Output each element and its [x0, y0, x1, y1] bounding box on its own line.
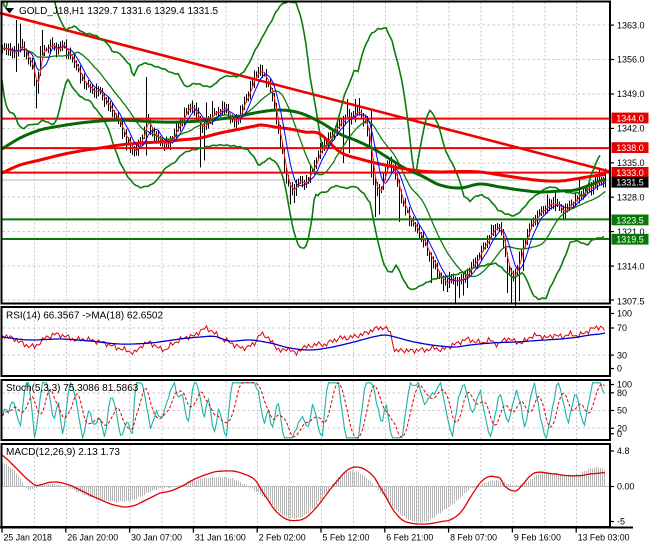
svg-text:8 Feb 07:00: 8 Feb 07:00: [450, 533, 497, 543]
svg-text:GOLD_J18,H1 1329.7 1331.6 132: GOLD_J18,H1 1329.7 1331.6 1329.4 1331.5: [19, 6, 218, 17]
svg-text:70: 70: [617, 323, 627, 333]
svg-text:4.8: 4.8: [617, 446, 630, 456]
svg-text:1323.5: 1323.5: [616, 215, 644, 225]
svg-text:1307.5: 1307.5: [617, 297, 645, 307]
svg-text:30 Jan 07:00: 30 Jan 07:00: [131, 533, 182, 543]
svg-text:-5: -5: [617, 517, 625, 527]
svg-text:1333.0: 1333.0: [616, 168, 644, 178]
svg-text:1331.5: 1331.5: [616, 178, 644, 188]
svg-text:26 Jan 20:00: 26 Jan 20:00: [67, 533, 118, 543]
svg-text:1356.0: 1356.0: [617, 55, 645, 65]
svg-text:1328.0: 1328.0: [617, 192, 645, 202]
svg-text:9 Feb 16:00: 9 Feb 16:00: [514, 533, 561, 543]
svg-text:5 Feb 12:00: 5 Feb 12:00: [323, 533, 370, 543]
svg-text:0: 0: [617, 429, 622, 439]
svg-text:0.00: 0.00: [617, 482, 635, 492]
svg-text:1335.0: 1335.0: [617, 158, 645, 168]
svg-text:80: 80: [617, 388, 627, 398]
svg-text:100: 100: [617, 380, 632, 390]
svg-text:1363.0: 1363.0: [617, 20, 645, 30]
svg-text:13 Feb 03:00: 13 Feb 03:00: [578, 533, 630, 543]
svg-text:50: 50: [617, 406, 627, 416]
svg-text:1338.0: 1338.0: [616, 143, 644, 153]
svg-text:6 Feb 21:00: 6 Feb 21:00: [386, 533, 433, 543]
svg-text:31 Jan 16:00: 31 Jan 16:00: [195, 533, 246, 543]
svg-text:20: 20: [617, 423, 627, 433]
svg-text:25 Jan 2018: 25 Jan 2018: [4, 533, 53, 543]
svg-text:1344.0: 1344.0: [616, 113, 644, 123]
svg-text:0: 0: [617, 364, 622, 374]
svg-text:Stoch(5,3,3) 75.3086 81.5863: Stoch(5,3,3) 75.3086 81.5863: [6, 383, 139, 394]
svg-text:1342.0: 1342.0: [617, 124, 645, 134]
svg-text:2 Feb 02:00: 2 Feb 02:00: [259, 533, 306, 543]
svg-text:1314.0: 1314.0: [617, 261, 645, 271]
svg-text:100: 100: [617, 309, 632, 319]
svg-text:1321.0: 1321.0: [617, 227, 645, 237]
svg-text:MACD(12,26,9) 2.13 1.73: MACD(12,26,9) 2.13 1.73: [6, 447, 120, 458]
svg-text:1319.5: 1319.5: [616, 235, 644, 245]
svg-text:30: 30: [617, 350, 627, 360]
svg-text:RSI(14) 66.3567 ->MA(18) 62.6: RSI(14) 66.3567 ->MA(18) 62.6502: [6, 311, 163, 322]
svg-text:1349.0: 1349.0: [617, 89, 645, 99]
